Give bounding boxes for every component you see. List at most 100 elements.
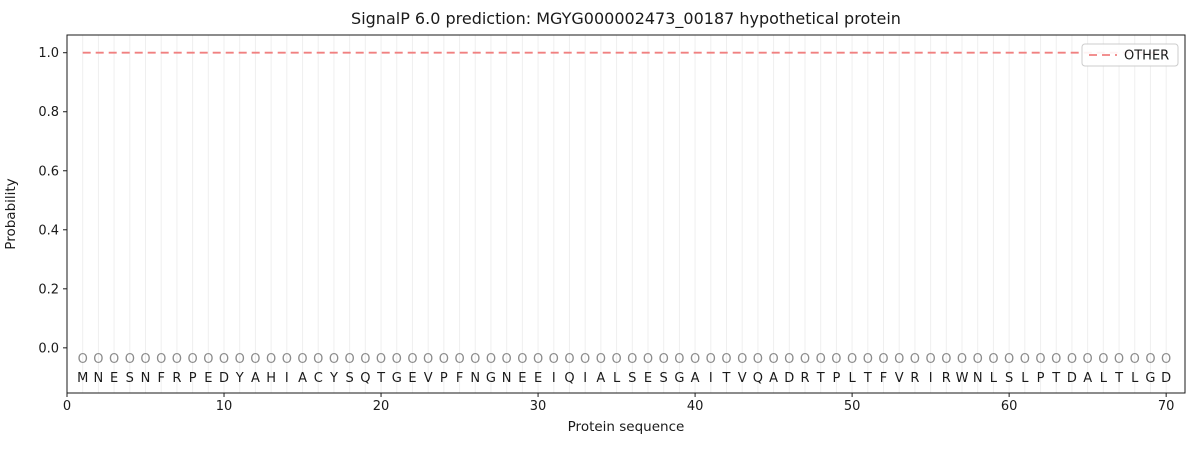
- residue-letter: E: [110, 371, 118, 386]
- residue-region-marker: O: [816, 352, 826, 367]
- residue-letter: E: [204, 371, 212, 386]
- x-axis-label: Protein sequence: [568, 419, 685, 435]
- residue-region-marker: O: [533, 352, 543, 367]
- residue-letter: L: [848, 371, 856, 386]
- residue-letter: D: [1161, 371, 1171, 386]
- residue-letter: D: [219, 371, 229, 386]
- residue-letter: P: [832, 371, 840, 386]
- residue-region-marker: O: [863, 352, 873, 367]
- residue-region-marker: O: [266, 352, 276, 367]
- residue-letter: G: [1145, 371, 1155, 386]
- residue-letter: D: [784, 371, 794, 386]
- residue-letter: E: [644, 371, 652, 386]
- residue-region-marker: O: [690, 352, 700, 367]
- residue-letter: V: [738, 371, 747, 386]
- residue-letter: G: [486, 371, 496, 386]
- residue-letter: Y: [235, 371, 244, 386]
- residue-letter: A: [1083, 371, 1092, 386]
- residue-region-marker: O: [1098, 352, 1108, 367]
- residue-region-marker: O: [329, 352, 339, 367]
- residue-region-marker: O: [957, 352, 967, 367]
- residue-letter: N: [973, 371, 983, 386]
- residue-letter: N: [470, 371, 480, 386]
- x-axis: 0 10 20 30 40 50 60 70: [63, 393, 1174, 414]
- residue-letter: E: [518, 371, 526, 386]
- legend-other-label: OTHER: [1124, 49, 1169, 64]
- residue-region-marker: O: [360, 352, 370, 367]
- residue-region-marker: O: [674, 352, 684, 367]
- residue-region-marker: O: [627, 352, 637, 367]
- residue-region-marker: O: [643, 352, 653, 367]
- x-tick-label: 40: [687, 399, 704, 414]
- residue-letter: E: [534, 371, 542, 386]
- residue-letter: W: [956, 371, 969, 386]
- residue-region-marker: O: [125, 352, 135, 367]
- residue-region-marker: O: [753, 352, 763, 367]
- y-tick-label: 0.0: [38, 341, 59, 356]
- residue-region-marker: O: [235, 352, 245, 367]
- residue-letter: G: [392, 371, 402, 386]
- residue-letter: T: [1051, 371, 1060, 386]
- residue-letter: R: [800, 371, 809, 386]
- residue-region-marker: O: [188, 352, 198, 367]
- residue-region-marker: O: [659, 352, 669, 367]
- residue-region-marker: O: [517, 352, 527, 367]
- residue-letter: A: [298, 371, 307, 386]
- residue-letter: L: [990, 371, 998, 386]
- residue-region-marker: O: [737, 352, 747, 367]
- residue-letter: A: [596, 371, 605, 386]
- residue-letter: F: [456, 371, 463, 386]
- residue-region-marker: O: [1145, 352, 1155, 367]
- residue-letter: S: [126, 371, 134, 386]
- residue-region-marker: O: [1051, 352, 1061, 367]
- residue-region-marker: O: [282, 352, 292, 367]
- residue-region-marker: O: [140, 352, 150, 367]
- legend-box: [1081, 43, 1179, 67]
- residue-region-marker: O: [407, 352, 417, 367]
- residue-letter: Q: [360, 371, 370, 386]
- residue-letter: I: [929, 371, 933, 386]
- residue-letter: P: [440, 371, 448, 386]
- residue-letter: T: [816, 371, 825, 386]
- residue-letter: Q: [564, 371, 574, 386]
- residue-region-marker: O: [203, 352, 213, 367]
- residue-letter: M: [77, 371, 88, 386]
- residue-letter: L: [1131, 371, 1139, 386]
- residue-letter: F: [157, 371, 164, 386]
- chart-title: SignalP 6.0 prediction: MGYG000002473_00…: [351, 9, 901, 29]
- residue-region-marker: O: [219, 352, 229, 367]
- residue-region-marker: O: [784, 352, 794, 367]
- residue-letter: H: [266, 371, 276, 386]
- residue-region-marker: O: [831, 352, 841, 367]
- residue-region-marker: O: [1004, 352, 1014, 367]
- y-tick-label: 0.2: [38, 282, 59, 297]
- residue-region-marker: O: [878, 352, 888, 367]
- residue-region-marker: O: [172, 352, 182, 367]
- residue-letter: T: [376, 371, 385, 386]
- x-tick-label: 50: [844, 399, 861, 414]
- y-tick-label: 0.8: [38, 105, 59, 120]
- residue-letter: A: [769, 371, 778, 386]
- residue-letter: R: [910, 371, 919, 386]
- residue-letter: R: [942, 371, 951, 386]
- x-tick-label: 10: [216, 399, 233, 414]
- residue-letter: S: [628, 371, 636, 386]
- residue-region-marker: O: [1161, 352, 1171, 367]
- residue-letter: I: [285, 371, 289, 386]
- residue-region-marker: O: [1130, 352, 1140, 367]
- residue-region-marker: O: [423, 352, 433, 367]
- residue-region-marker: O: [345, 352, 355, 367]
- residue-region-marker: O: [926, 352, 936, 367]
- x-tick-label: 20: [373, 399, 390, 414]
- residue-region-marker: O: [109, 352, 119, 367]
- residue-region-marker: O: [392, 352, 402, 367]
- residue-region-marker: O: [486, 352, 496, 367]
- residue-letter: V: [424, 371, 433, 386]
- residue-letter: L: [1021, 371, 1029, 386]
- plot-border: [66, 34, 1186, 394]
- x-tick-label: 0: [63, 399, 71, 414]
